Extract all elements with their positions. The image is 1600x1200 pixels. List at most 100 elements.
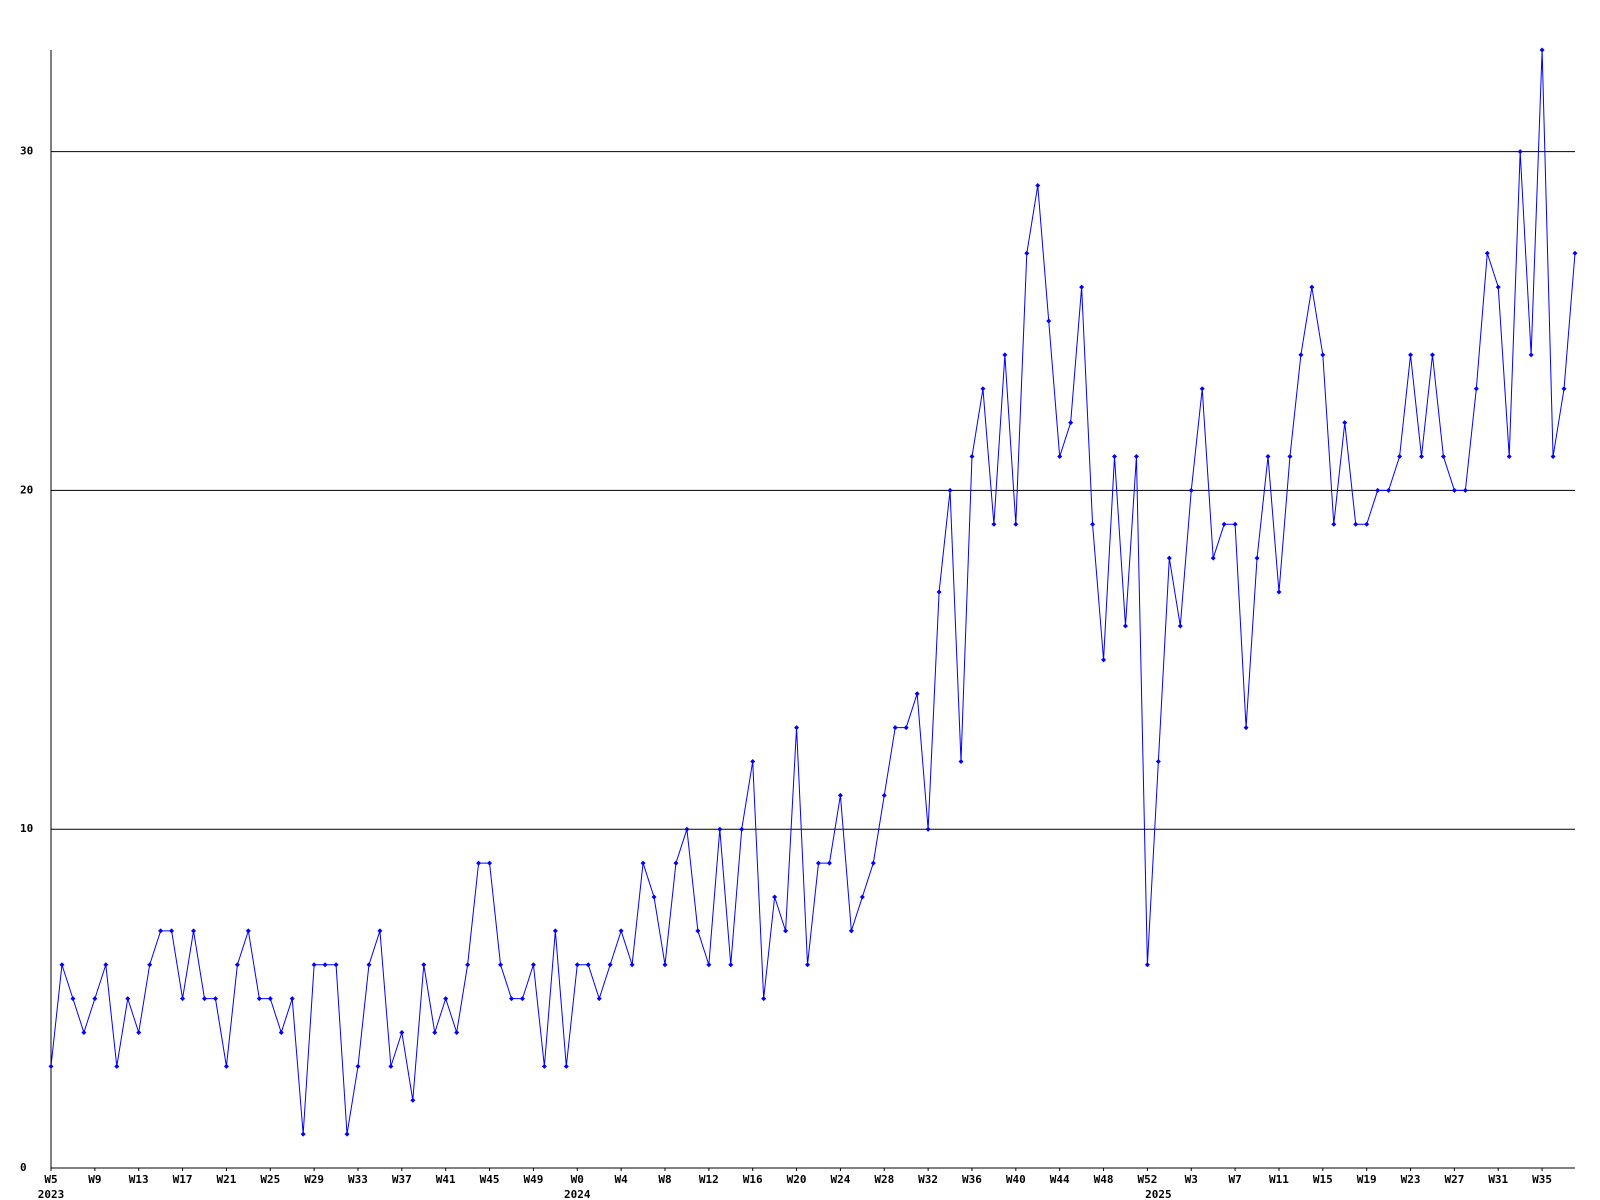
point-marker xyxy=(125,996,131,1002)
point-marker xyxy=(815,860,821,866)
point-marker xyxy=(629,962,635,968)
point-marker xyxy=(958,758,964,764)
point-marker xyxy=(870,860,876,866)
point-marker xyxy=(300,1131,306,1137)
point-marker xyxy=(508,996,514,1002)
point-marker xyxy=(925,826,931,832)
x-tick-label: W5 xyxy=(44,1173,57,1186)
x-tick-label: W13 xyxy=(129,1173,149,1186)
point-marker xyxy=(1254,555,1260,561)
point-marker xyxy=(1221,521,1227,527)
x-tick-label: W35 xyxy=(1532,1173,1552,1186)
point-marker xyxy=(728,962,734,968)
point-marker xyxy=(1188,487,1194,493)
x-tick-label: W19 xyxy=(1357,1173,1377,1186)
point-marker xyxy=(1199,386,1205,392)
point-marker xyxy=(136,1029,142,1035)
point-marker xyxy=(1342,420,1348,426)
y-tick-label: 30 xyxy=(20,145,33,158)
point-marker xyxy=(772,894,778,900)
x-tick-label: W21 xyxy=(216,1173,236,1186)
x-tick-label: W37 xyxy=(392,1173,412,1186)
point-marker xyxy=(947,487,953,493)
point-marker xyxy=(1386,487,1392,493)
x-tick-label: W4 xyxy=(615,1173,629,1186)
point-marker xyxy=(607,962,613,968)
point-marker xyxy=(585,962,591,968)
point-marker xyxy=(487,860,493,866)
x-tick-label: W0 xyxy=(571,1173,584,1186)
point-marker xyxy=(355,1063,361,1069)
y-tick-label: 10 xyxy=(20,822,33,835)
point-marker xyxy=(1002,352,1008,358)
point-marker xyxy=(914,691,920,697)
point-marker xyxy=(892,725,898,731)
point-marker xyxy=(81,1029,87,1035)
point-marker xyxy=(48,1063,54,1069)
point-marker xyxy=(640,860,646,866)
point-marker xyxy=(158,928,164,934)
point-marker xyxy=(59,962,65,968)
point-marker xyxy=(574,962,580,968)
point-marker xyxy=(1276,589,1282,595)
point-marker xyxy=(169,928,175,934)
point-marker xyxy=(969,454,975,460)
point-marker xyxy=(848,928,854,934)
point-marker xyxy=(70,996,76,1002)
x-tick-label: W24 xyxy=(830,1173,850,1186)
point-marker xyxy=(278,1029,284,1035)
point-marker xyxy=(1287,454,1293,460)
x-tick-label: W16 xyxy=(743,1173,763,1186)
x-year-label: 2023 xyxy=(38,1188,65,1200)
x-tick-label: W15 xyxy=(1313,1173,1333,1186)
point-marker xyxy=(114,1063,120,1069)
point-marker xyxy=(267,996,273,1002)
y-tick-label: 20 xyxy=(20,483,33,496)
point-marker xyxy=(311,962,317,968)
point-marker xyxy=(1079,284,1085,290)
point-marker xyxy=(1309,284,1315,290)
x-tick-label: W3 xyxy=(1185,1173,1198,1186)
point-marker xyxy=(1133,454,1139,460)
point-marker xyxy=(1057,454,1063,460)
point-marker xyxy=(859,894,865,900)
x-tick-label: W40 xyxy=(1006,1173,1026,1186)
x-tick-label: W36 xyxy=(962,1173,982,1186)
point-marker xyxy=(1112,454,1118,460)
point-marker xyxy=(201,996,207,1002)
point-marker xyxy=(1353,521,1359,527)
point-marker xyxy=(454,1029,460,1035)
point-marker xyxy=(750,758,756,764)
point-marker xyxy=(1265,454,1271,460)
y-tick-label: 0 xyxy=(20,1161,27,1174)
x-tick-label: W31 xyxy=(1488,1173,1508,1186)
point-marker xyxy=(421,962,427,968)
point-marker xyxy=(212,996,218,1002)
point-marker xyxy=(739,826,745,832)
point-marker xyxy=(695,928,701,934)
point-marker xyxy=(1375,487,1381,493)
x-tick-label: W52 xyxy=(1137,1173,1157,1186)
point-marker xyxy=(1364,521,1370,527)
x-tick-label: W29 xyxy=(304,1173,324,1186)
point-marker xyxy=(1243,725,1249,731)
point-marker xyxy=(1320,352,1326,358)
point-marker xyxy=(1561,386,1567,392)
point-marker xyxy=(991,521,997,527)
series-line xyxy=(50,49,1576,1135)
point-marker xyxy=(596,996,602,1002)
point-marker xyxy=(552,928,558,934)
point-marker xyxy=(1397,454,1403,460)
point-marker xyxy=(410,1097,416,1103)
point-marker xyxy=(1122,623,1128,629)
point-marker xyxy=(530,962,536,968)
point-marker xyxy=(980,386,986,392)
point-marker xyxy=(1506,454,1512,460)
point-marker xyxy=(399,1029,405,1035)
point-marker xyxy=(1462,487,1468,493)
point-marker xyxy=(377,928,383,934)
point-marker xyxy=(1035,183,1041,189)
point-marker xyxy=(1331,521,1337,527)
